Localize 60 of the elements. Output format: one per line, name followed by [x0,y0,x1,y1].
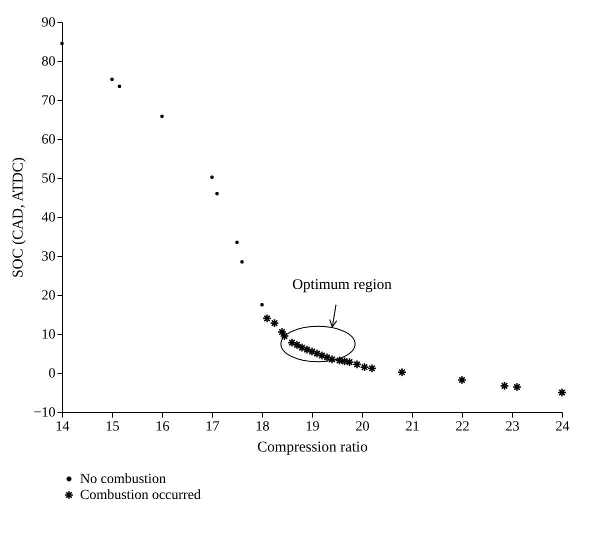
point [297,343,307,352]
x-tick-label: 17 [206,420,220,434]
x-tick-label: 18 [256,420,270,434]
point [397,368,407,377]
y-tick-label: 90 [42,16,56,30]
point [210,175,214,179]
point [344,357,354,367]
point [340,356,350,366]
point [557,388,567,398]
point [322,352,332,362]
legend-label: No combustion [80,472,166,487]
y-tick-label: 50 [42,172,56,186]
point [307,346,317,356]
point [110,78,114,82]
point [270,318,280,328]
point [260,303,264,306]
point [317,350,327,360]
y-tick-label: 10 [42,328,56,342]
point [457,375,467,385]
point [215,192,219,196]
point [500,381,510,390]
point [312,348,322,358]
point [277,327,287,337]
y-tick-label: 80 [42,54,56,70]
point [327,354,337,364]
annotation: Optimum region [292,277,392,293]
point [352,360,362,370]
y-tick-label: −10 [34,406,56,420]
point [360,362,370,372]
x-axis-title: Compression ratio [257,440,368,456]
point [60,42,64,46]
point [292,340,302,350]
point [367,364,377,373]
point [287,338,297,348]
point [118,84,122,88]
y-tick-label: 40 [42,210,56,226]
x-tick-label: 24 [556,420,570,434]
point [235,240,239,244]
x-tick-label: 22 [456,420,470,434]
x-tick-label: 14 [56,420,70,434]
y-tick-label: 70 [42,94,56,108]
x-tick-label: 15 [106,420,120,434]
point [512,382,522,392]
x-tick-label: 19 [306,420,320,434]
x-tick-label: 16 [156,420,170,434]
y-tick-label: 60 [42,132,56,148]
y-axis-title: SOC (CAD, ATDC) [10,157,27,278]
x-tick-label: 23 [506,420,520,434]
point [280,331,290,341]
x-tick-label: 21 [406,420,420,434]
y-tick-label: 0 [48,366,56,382]
point [334,356,344,366]
legend-label: Combustion occurred [80,488,201,503]
point [240,260,244,264]
y-tick-label: 20 [42,288,56,304]
y-tick-label: 30 [42,250,56,264]
point [302,344,312,354]
point [160,114,164,118]
point [262,314,272,324]
x-tick-label: 20 [356,420,370,434]
